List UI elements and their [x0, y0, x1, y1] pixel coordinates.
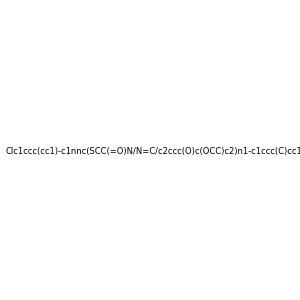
Text: Clc1ccc(cc1)-c1nnc(SCC(=O)N/N=C/c2ccc(O)c(OCC)c2)n1-c1ccc(C)cc1: Clc1ccc(cc1)-c1nnc(SCC(=O)N/N=C/c2ccc(O)… — [5, 147, 300, 156]
